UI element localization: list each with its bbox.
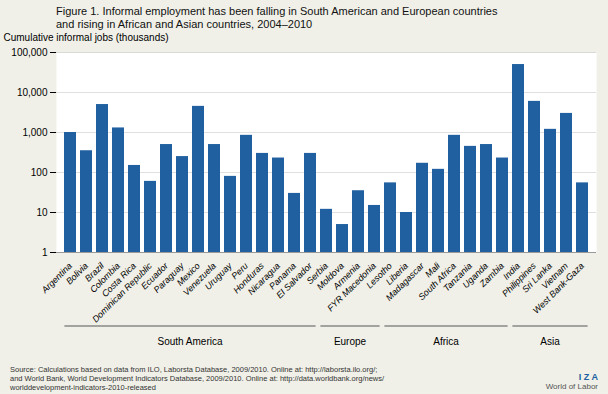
svg-text:Africa: Africa <box>433 336 459 347</box>
svg-text:El Salvador: El Salvador <box>274 260 314 301</box>
svg-text:100,000: 100,000 <box>11 47 48 58</box>
svg-text:Cumulative informal jobs (thou: Cumulative informal jobs (thousands) <box>4 32 169 43</box>
svg-text:100: 100 <box>31 167 48 178</box>
svg-text:Mali: Mali <box>423 260 442 280</box>
svg-text:Uganda: Uganda <box>460 260 490 291</box>
svg-text:Philippines: Philippines <box>500 260 538 299</box>
svg-text:1: 1 <box>42 247 48 258</box>
svg-text:Moldova: Moldova <box>314 260 346 292</box>
svg-text:Dominican Republic: Dominican Republic <box>90 260 154 324</box>
svg-text:Zambia: Zambia <box>477 260 506 289</box>
svg-text:Honduras: Honduras <box>231 260 266 296</box>
svg-text:Venezuela: Venezuela <box>181 260 218 298</box>
svg-text:Paraguay: Paraguay <box>151 260 186 295</box>
svg-text:1,000: 1,000 <box>22 127 47 138</box>
svg-text:Bolivia: Bolivia <box>64 260 90 287</box>
svg-text:Nicaragua: Nicaragua <box>245 260 282 297</box>
svg-text:Argentina: Argentina <box>39 260 74 295</box>
svg-text:Panama: Panama <box>267 260 298 292</box>
html-text:I Z A: I Z A <box>578 372 598 382</box>
svg-text:Vietnam: Vietnam <box>539 260 570 291</box>
svg-text:Europe: Europe <box>334 336 367 347</box>
svg-text:Uruguay: Uruguay <box>203 260 234 291</box>
svg-text:Tanzania: Tanzania <box>441 260 474 294</box>
svg-text:10,000: 10,000 <box>17 87 48 98</box>
svg-text:West Bank-Gaza: West Bank-Gaza <box>531 261 586 316</box>
svg-text:Mexico: Mexico <box>174 260 202 288</box>
svg-text:Costa Rica: Costa Rica <box>99 260 138 299</box>
svg-text:Brazil: Brazil <box>83 260 106 284</box>
html-text:World of Labor: World of Labor <box>545 382 598 391</box>
svg-text:Asia: Asia <box>540 336 560 347</box>
html-text:Source: Calculations based on: Source: Calculations based on data from … <box>10 365 385 392</box>
html-text:Figure 1. Informal employment: Figure 1. Informal employment has been f… <box>56 5 498 30</box>
svg-text:FYR Macedonia: FYR Macedonia <box>325 260 378 314</box>
svg-text:10: 10 <box>36 207 48 218</box>
svg-text:South America: South America <box>157 336 222 347</box>
svg-text:Sri Lanka: Sri Lanka <box>520 260 554 295</box>
svg-text:Lesotho: Lesotho <box>364 260 394 291</box>
svg-text:Ecuador: Ecuador <box>139 260 170 292</box>
svg-text:Serbia: Serbia <box>304 260 330 287</box>
svg-text:Peru: Peru <box>229 260 250 282</box>
svg-text:Armenia: Armenia <box>331 260 362 292</box>
svg-text:India: India <box>501 260 522 282</box>
svg-text:South Africa: South Africa <box>416 260 458 303</box>
svg-text:Liberia: Liberia <box>383 260 410 287</box>
svg-text:Colombia: Colombia <box>88 260 122 295</box>
svg-text:Madagascar: Madagascar <box>383 260 426 303</box>
